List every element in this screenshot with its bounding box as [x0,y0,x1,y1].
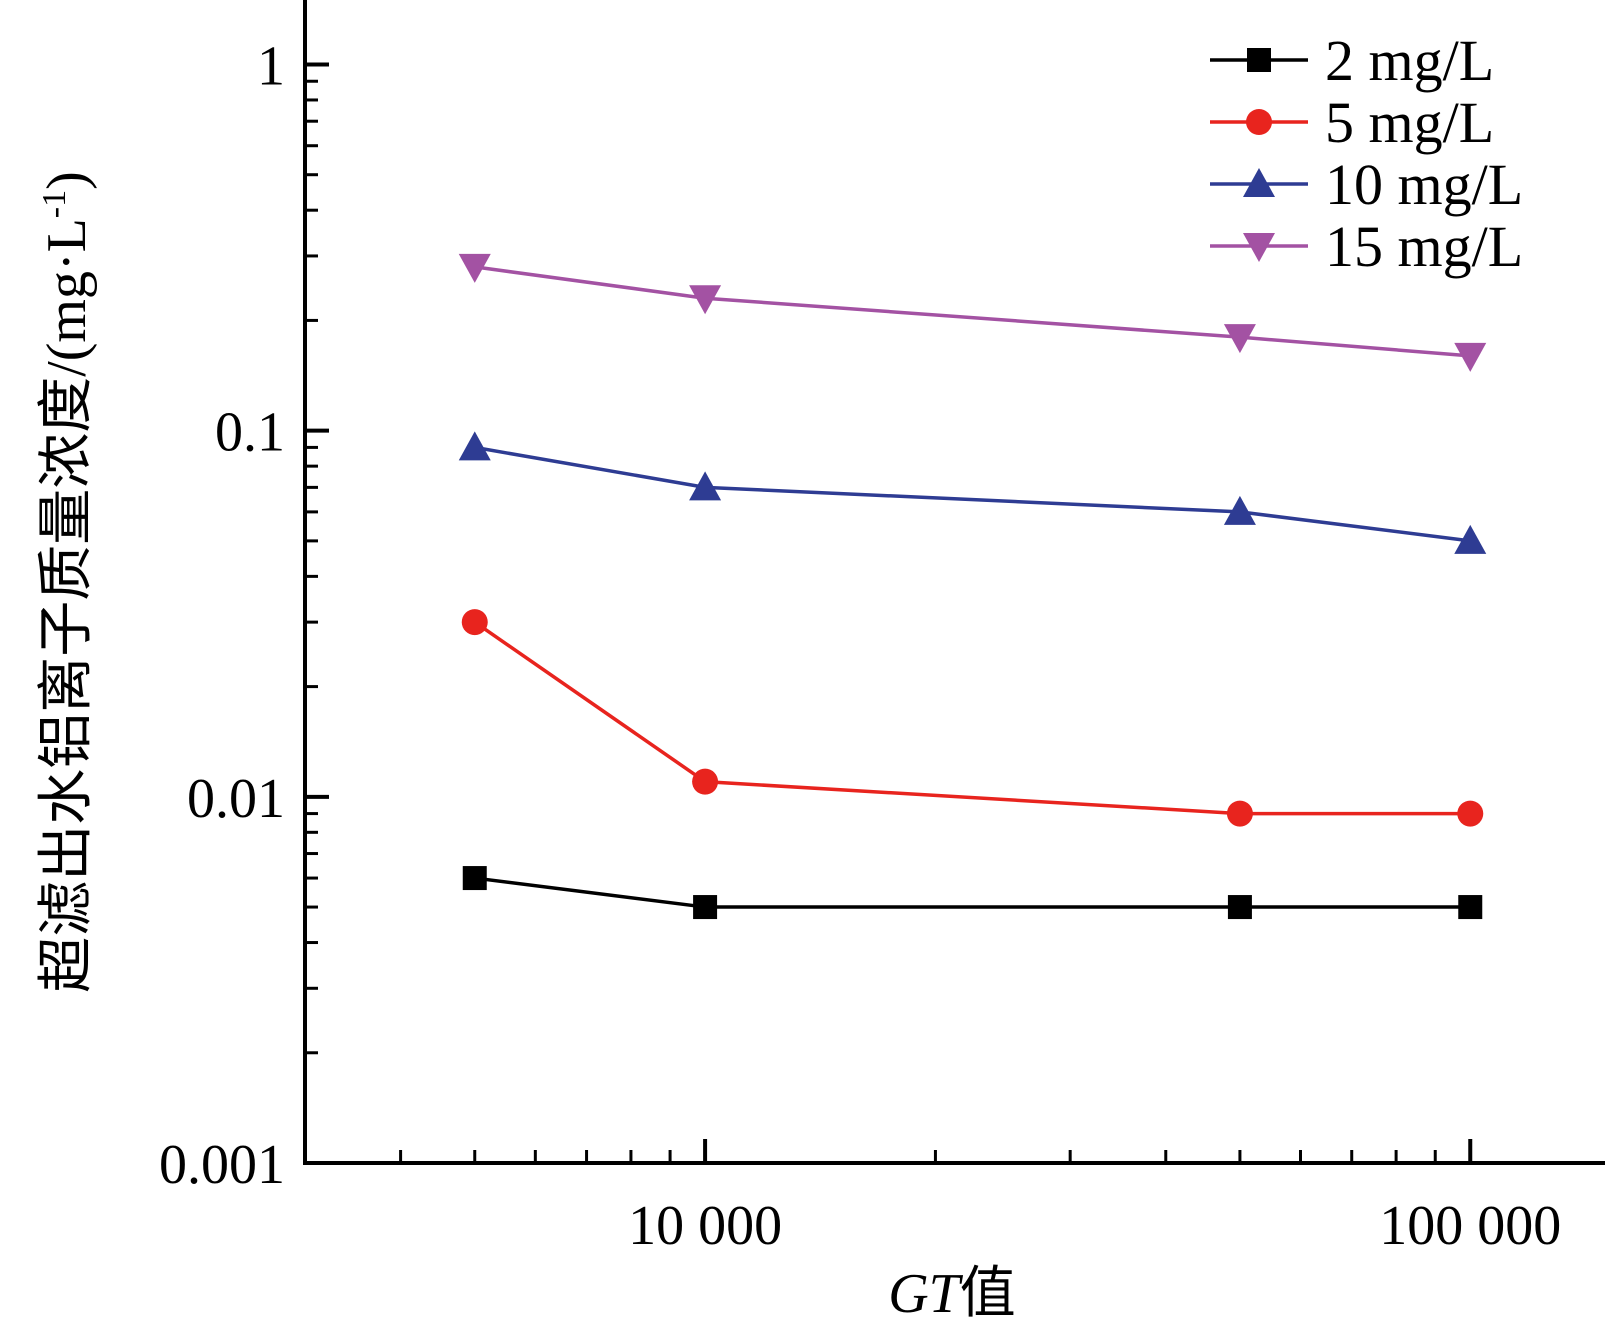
y-tick-label: 0.01 [187,768,285,830]
legend-label-2-mg-l: 2 mg/L [1325,28,1494,93]
data-point-10-mg-l [1223,495,1256,525]
data-point-2-mg-l [693,895,718,920]
legend-label-5-mg-l: 5 mg/L [1325,90,1494,155]
data-point-5-mg-l [692,768,719,795]
x-axis-label: GT值 [888,1263,1016,1325]
series-line-5-mg-l [473,620,1471,816]
data-point-5-mg-l [1457,800,1484,827]
data-point-15-mg-l [1223,324,1256,354]
series-line-10-mg-l [474,445,1471,543]
legend-marker-10-mg-l [1243,168,1275,197]
data-point-5-mg-l [1226,800,1253,827]
data-point-2-mg-l [1458,895,1483,920]
data-point-5-mg-l [461,609,488,636]
data-point-15-mg-l [1454,342,1487,372]
y-axis-label-sup: -1 [36,190,73,218]
y-tick-label: 0.001 [159,1134,285,1196]
y-tick-label: 1 [257,35,285,97]
x-axis-label-italic: GT [888,1263,963,1325]
data-point-15-mg-l [458,253,491,283]
y-axis-label-end: ) [36,171,98,190]
x-axis-label-suffix: 值 [960,1263,1016,1325]
data-point-15-mg-l [689,285,722,315]
legend-marker-2-mg-l [1247,48,1271,72]
legend: 2 mg/L5 mg/L10 mg/L15 mg/L [1210,28,1523,279]
axes [303,0,1605,1165]
series-group [458,253,1487,920]
legend-label-15-mg-l: 15 mg/L [1325,214,1523,279]
series-line-15-mg-l [474,265,1471,358]
y-axis-label-main: 超滤出水铝离子质量浓度/(mg·L [36,218,98,993]
legend-label-10-mg-l: 10 mg/L [1325,152,1523,217]
y-axis-label: 超滤出水铝离子质量浓度/(mg·L-1) [36,171,98,993]
data-point-2-mg-l [462,866,487,891]
data-point-2-mg-l [1227,895,1252,920]
x-tick-label: 100 000 [1379,1195,1561,1257]
tick-labels: 0.001 0.01 0.1 1 10 000 100 000 [159,35,1561,1257]
y-tick-label: 0.1 [215,402,285,464]
x-tick-label: 10 000 [628,1195,782,1257]
legend-marker-15-mg-l [1243,233,1275,262]
data-point-10-mg-l [1454,524,1487,554]
series-line-2-mg-l [474,876,1471,909]
data-point-10-mg-l [689,471,722,501]
data-point-10-mg-l [458,431,491,461]
legend-marker-5-mg-l [1246,109,1272,135]
